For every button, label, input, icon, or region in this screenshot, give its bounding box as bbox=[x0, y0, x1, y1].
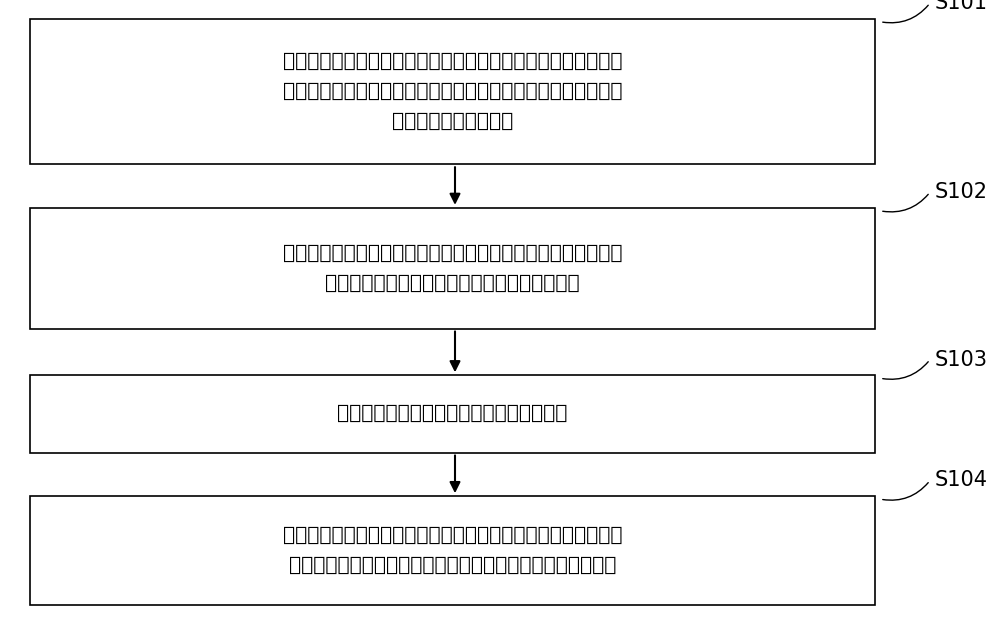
Text: 的预设性能参数的信息: 的预设性能参数的信息 bbox=[392, 112, 513, 131]
Bar bbox=[30, 375, 875, 453]
Text: 种性能参数的权重，计算光伏组件的当前特征值: 种性能参数的权重，计算光伏组件的当前特征值 bbox=[325, 273, 580, 293]
Text: 根据对原始信息进行归一化处理后得到的每种性能参数值以及每: 根据对原始信息进行归一化处理后得到的每种性能参数值以及每 bbox=[283, 244, 622, 263]
Text: S102: S102 bbox=[935, 182, 988, 202]
Text: S104: S104 bbox=[935, 471, 988, 490]
Text: 在光伏组件的当前特征值大于特征平均值的情况下，根据每种性: 在光伏组件的当前特征值大于特征平均值的情况下，根据每种性 bbox=[283, 526, 622, 545]
Text: 性能参数包括多种性能参数，滤波处理信息为滤除掉正常范围内: 性能参数包括多种性能参数，滤波处理信息为滤除掉正常范围内 bbox=[283, 82, 622, 101]
Text: S103: S103 bbox=[935, 350, 988, 370]
Text: 能参数变化对当前特征值的影响率，确定光伏组件的故障类型: 能参数变化对当前特征值的影响率，确定光伏组件的故障类型 bbox=[289, 556, 616, 575]
Bar bbox=[30, 208, 875, 329]
Text: 计算预设参考周期内光伏组件的特征平均值: 计算预设参考周期内光伏组件的特征平均值 bbox=[337, 404, 568, 423]
Bar bbox=[30, 496, 875, 604]
Text: S101: S101 bbox=[935, 0, 988, 13]
Text: 获取光伏组件的预设性能参数的原始信息和滤波处理信息，预设: 获取光伏组件的预设性能参数的原始信息和滤波处理信息，预设 bbox=[283, 52, 622, 71]
Bar bbox=[30, 19, 875, 164]
